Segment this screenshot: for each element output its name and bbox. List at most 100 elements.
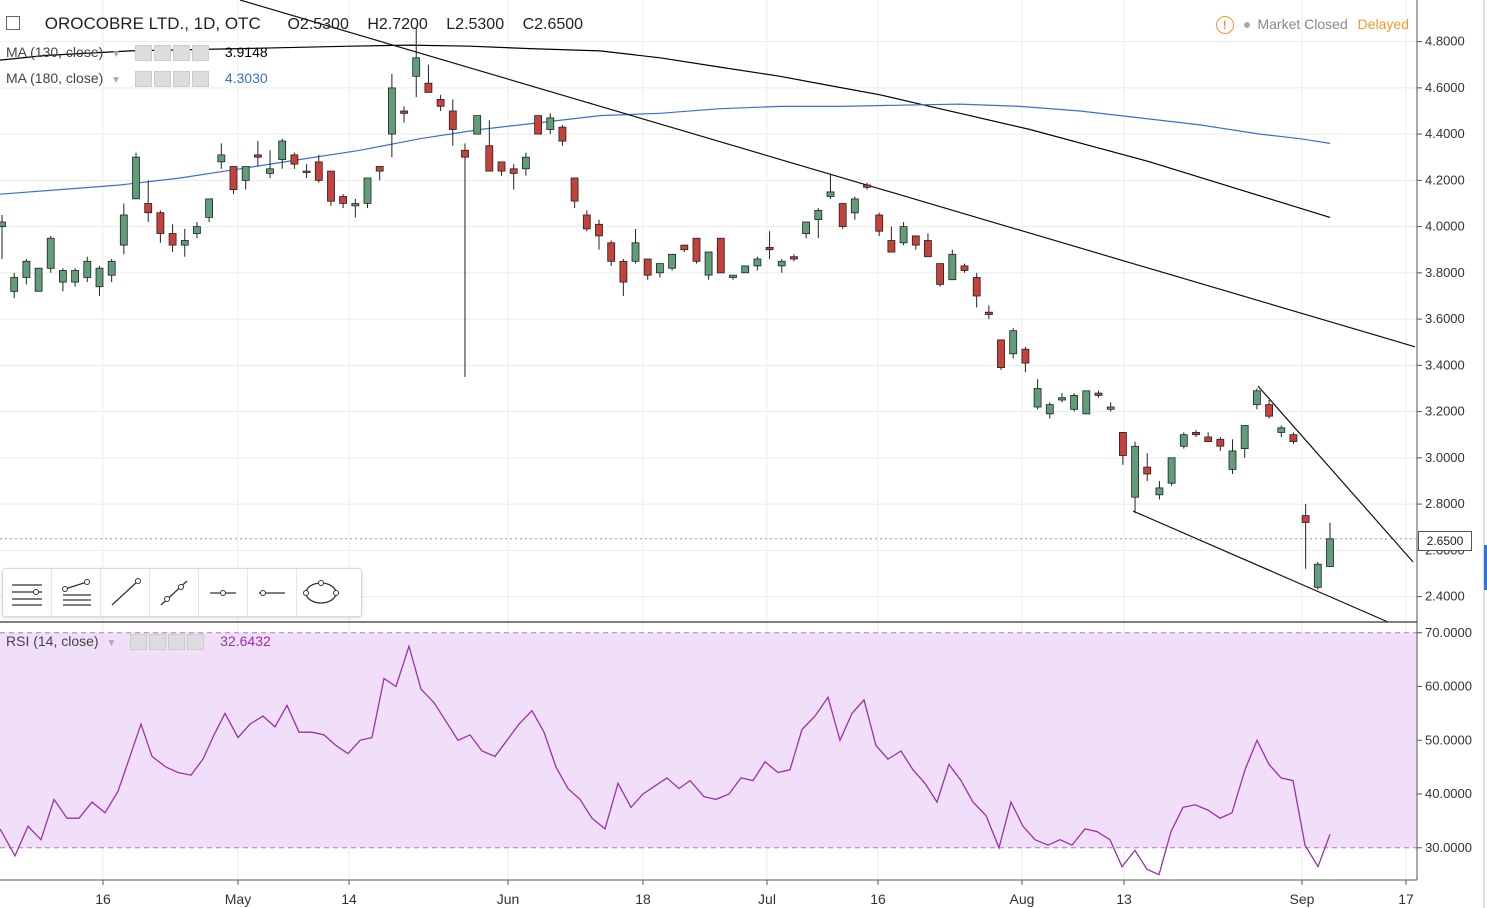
rsi-line-group xyxy=(0,643,1331,876)
delayed-label[interactable]: Delayed xyxy=(1357,16,1409,32)
candle xyxy=(424,64,433,93)
fib-tool[interactable] xyxy=(52,569,101,616)
candle-body xyxy=(777,260,786,267)
candle xyxy=(972,272,981,308)
candle-body xyxy=(546,117,555,130)
candle-body xyxy=(1204,436,1213,442)
settings-icon[interactable] xyxy=(149,634,167,651)
add-icon[interactable] xyxy=(172,71,190,88)
price-tick-label: 3.0000 xyxy=(1425,450,1465,465)
settings-icon[interactable] xyxy=(153,71,171,88)
trendline[interactable] xyxy=(239,0,1416,348)
candle xyxy=(1131,441,1139,514)
trend-line-icon xyxy=(111,577,141,605)
symbol-title[interactable]: OROCOBRE LTD., 1D, OTC xyxy=(44,14,261,33)
price-tick-label: 3.4000 xyxy=(1425,357,1465,372)
candle xyxy=(205,198,214,222)
dropdown-icon[interactable]: ▼ xyxy=(111,75,122,86)
candle xyxy=(631,228,640,264)
dropdown-icon[interactable]: ▼ xyxy=(111,49,122,60)
candle-body xyxy=(1058,397,1066,401)
candle xyxy=(180,228,189,257)
candle xyxy=(850,196,859,220)
candle-body xyxy=(132,156,140,200)
chart-header: OROCOBRE LTD., 1D, OTC O2.5300 H2.7200 L… xyxy=(6,14,597,34)
candle-body xyxy=(168,233,177,246)
candle xyxy=(838,203,847,229)
rsi-tick-label: 30.0000 xyxy=(1425,840,1472,855)
price-tick-label: 4.2000 xyxy=(1425,172,1465,187)
candle xyxy=(997,339,1005,370)
candle-body xyxy=(327,170,335,202)
dropdown-icon[interactable]: ▼ xyxy=(106,638,117,649)
candle-body xyxy=(899,226,908,244)
low-value: L2.5300 xyxy=(446,16,505,33)
add-icon[interactable] xyxy=(168,634,186,651)
trendline[interactable] xyxy=(1257,385,1414,563)
add-icon[interactable] xyxy=(172,45,190,62)
candle-body xyxy=(59,270,67,283)
ma180-legend[interactable]: MA (180, close) ▼ 4.3030 xyxy=(6,70,268,88)
close-icon[interactable] xyxy=(187,634,205,651)
candle xyxy=(0,215,6,259)
candle xyxy=(1082,390,1091,415)
candle xyxy=(570,177,579,209)
candle-body xyxy=(302,170,311,174)
warning-icon[interactable]: ! xyxy=(1215,16,1234,34)
horizontal-ray-tool[interactable] xyxy=(199,569,248,616)
candle-body xyxy=(656,263,664,274)
time-tick-label: 13 xyxy=(1116,891,1132,907)
candle xyxy=(680,244,689,252)
candle-body xyxy=(1301,515,1310,523)
trendline[interactable] xyxy=(1132,510,1389,623)
candle-body xyxy=(1265,404,1273,417)
candle xyxy=(168,224,177,252)
scroll-handle[interactable] xyxy=(1484,545,1487,590)
close-icon[interactable] xyxy=(191,45,209,62)
candle-body xyxy=(1021,348,1030,364)
candle xyxy=(217,143,226,169)
candle-body xyxy=(119,214,128,246)
candle-body xyxy=(1179,434,1188,447)
high-value: H2.7200 xyxy=(367,16,428,33)
candle xyxy=(1277,425,1286,437)
trend-line-tool[interactable] xyxy=(101,569,150,616)
rsi-tick-label: 50.0000 xyxy=(1425,732,1472,747)
candle-body xyxy=(1045,404,1054,415)
candle-body xyxy=(1070,394,1078,410)
candle xyxy=(985,305,993,320)
candle xyxy=(473,115,482,135)
candle xyxy=(887,226,896,253)
ma180-label: MA (180, close) xyxy=(6,70,104,86)
candle-body xyxy=(375,166,384,172)
fib-icon xyxy=(62,578,91,606)
candle-body xyxy=(863,184,871,188)
candle xyxy=(278,138,287,169)
price-tick-label: 4.8000 xyxy=(1425,34,1465,49)
candle xyxy=(375,166,384,181)
collapse-icon[interactable] xyxy=(6,16,20,31)
ma130-legend[interactable]: MA (130, close) ▼ 3.9148 xyxy=(6,44,268,62)
candle-body xyxy=(436,99,445,107)
horizontal-lines-icon xyxy=(12,583,42,606)
close-icon[interactable] xyxy=(191,71,209,88)
horizontal-lines-tool[interactable] xyxy=(3,569,52,616)
trendlines[interactable] xyxy=(239,0,1416,623)
candle xyxy=(777,259,786,273)
candle xyxy=(1228,439,1237,474)
horizontal-line-tool[interactable] xyxy=(248,569,297,616)
time-tick-label: Aug xyxy=(1010,891,1035,907)
candle xyxy=(522,152,530,176)
ray-tool[interactable] xyxy=(150,569,199,616)
candle xyxy=(1192,430,1200,437)
settings-icon[interactable] xyxy=(153,45,171,62)
eye-icon[interactable] xyxy=(130,634,148,651)
eye-icon[interactable] xyxy=(134,45,152,62)
eye-icon[interactable] xyxy=(134,71,152,88)
ellipse-tool[interactable] xyxy=(297,569,345,616)
rsi-legend[interactable]: RSI (14, close) ▼ 32.6432 xyxy=(6,633,271,651)
candle xyxy=(1265,400,1273,419)
last-price-label: 2.6500 xyxy=(1418,531,1472,551)
candle xyxy=(716,237,725,274)
